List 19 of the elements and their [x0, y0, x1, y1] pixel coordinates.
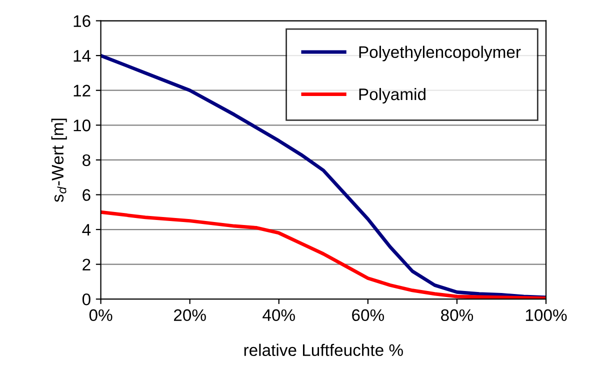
x-axis-title: relative Luftfeuchte %: [244, 344, 403, 356]
y-tick-label: 6: [82, 189, 90, 201]
y-tick-label: 14: [74, 50, 91, 62]
x-tick-label: 60%: [352, 309, 384, 322]
x-tick-label: 80%: [441, 309, 474, 322]
y-tick-label: 8: [82, 154, 90, 166]
y-tick-label: 12: [74, 84, 90, 96]
y-axis-title: s$_{d}$-Wert [m]: [51, 118, 67, 202]
y-tick-label: 0: [82, 293, 90, 306]
y-tick-label: 2: [82, 258, 90, 270]
y-tick-label: 4: [82, 224, 91, 236]
legend-label: Polyamid: [359, 88, 426, 104]
x-tick-label: 20%: [174, 309, 206, 322]
x-tick-label: 40%: [262, 309, 295, 322]
y-tick-label: 16: [74, 15, 90, 27]
legend-label: Polyethylencopolymer: [359, 46, 521, 62]
y-tick-label: 10: [74, 120, 90, 132]
x-tick-label: 100%: [526, 309, 567, 322]
x-tick-label: 0%: [89, 309, 112, 322]
